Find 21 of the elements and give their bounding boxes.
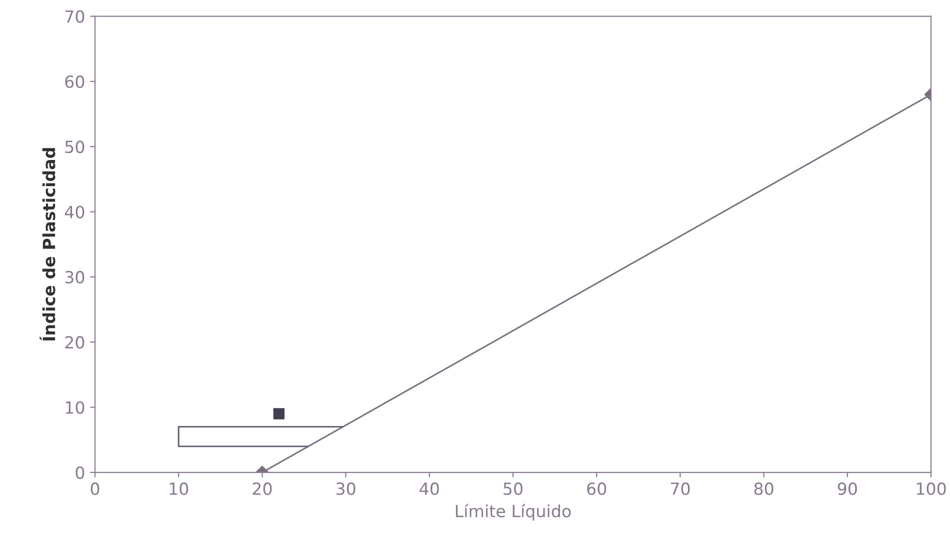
- x-tick-label: 100: [916, 482, 946, 496]
- y-tick-label: 10: [66, 401, 84, 414]
- x-axis-title: Límite Líquido: [456, 504, 571, 521]
- y-tick-label: 20: [65, 336, 84, 349]
- y-tick-label: 50: [65, 140, 84, 154]
- y-tick-label: 40: [64, 206, 84, 218]
- y-axis-title: Índice de Plasticidad: [40, 148, 56, 340]
- y-tick-label: 70: [65, 10, 84, 23]
- y-tick-label: 0: [76, 466, 84, 479]
- y-tick-label: 30: [65, 270, 84, 284]
- x-tick-label: 60: [587, 482, 606, 496]
- x-tick-label: 10: [170, 482, 188, 496]
- y-tick-label: 60: [65, 75, 84, 88]
- x-tick-label: 70: [670, 482, 690, 496]
- x-tick-label: 20: [252, 482, 272, 496]
- x-tick-label: 0: [90, 482, 100, 496]
- x-tick-label: 40: [420, 482, 439, 496]
- x-tick-label: 90: [838, 482, 857, 496]
- x-tick-label: 30: [336, 482, 356, 496]
- x-tick-label: 50: [504, 482, 522, 496]
- x-tick-label: 80: [754, 482, 774, 496]
